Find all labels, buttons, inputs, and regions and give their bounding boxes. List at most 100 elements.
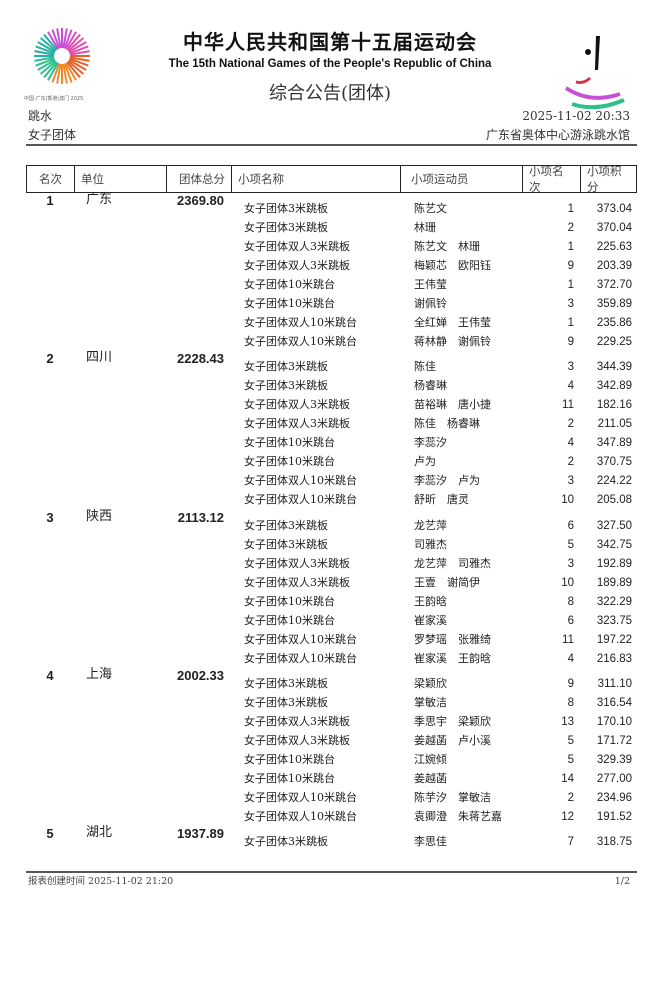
team-total: 2113.12 bbox=[177, 509, 224, 525]
logo-ray bbox=[34, 56, 55, 62]
logo-ray bbox=[35, 45, 55, 55]
event-rank: 11 bbox=[562, 399, 574, 412]
event-athletes: 梅颖芯 欧阳钰 bbox=[414, 259, 491, 272]
event-points: 235.86 bbox=[596, 317, 632, 329]
event-name: 女子团体双人10米跳台 bbox=[244, 316, 357, 329]
event-points: 359.89 bbox=[596, 298, 632, 310]
event-rank: 2 bbox=[567, 418, 574, 431]
logo-ray bbox=[37, 59, 56, 71]
logo-ray bbox=[43, 33, 58, 51]
event-rank: 2 bbox=[567, 456, 574, 469]
team-unit: 陕西 bbox=[86, 508, 113, 524]
table-row: 女子团体10米跳台 江婉倾 5 329.39 bbox=[26, 750, 637, 769]
event-points: 197.22 bbox=[596, 633, 632, 646]
event-name: 女子团体3米跳板 bbox=[244, 695, 328, 709]
table-row: 女子团体3米跳板 林珊 2 370.04 bbox=[26, 218, 637, 237]
event-athletes: 李蕊汐 卢为 bbox=[414, 474, 480, 488]
event-name: 女子团体双人3米跳板 bbox=[244, 417, 350, 431]
logo-ray bbox=[67, 60, 85, 75]
event-rank: 6 bbox=[567, 614, 574, 627]
table-row: 女子团体双人10米跳台 李蕊汐 卢为 3 224.22 bbox=[26, 471, 637, 490]
event-rank: 1 bbox=[567, 279, 574, 291]
report-created-time: 报表创建时间 2025-11-02 21:20 bbox=[28, 876, 174, 887]
header-divider bbox=[26, 144, 637, 146]
event-athletes: 林珊 bbox=[414, 221, 436, 234]
event-rank: 8 bbox=[567, 696, 574, 709]
logo-ray bbox=[65, 31, 77, 50]
table-row: 女子团体双人3米跳板 季思宇 梁颖欣 13 170.10 bbox=[26, 712, 637, 731]
event-athletes: 全红婵 王伟莹 bbox=[414, 316, 491, 329]
event-athletes: 崔家溪 王韵晗 bbox=[414, 651, 491, 665]
event-rank: 2 bbox=[567, 791, 574, 804]
event-rank: 3 bbox=[567, 475, 574, 488]
footer-divider bbox=[26, 871, 637, 873]
table-row: 女子团体3米跳板 梁颖欣 9 311.10 bbox=[26, 674, 637, 693]
table-row: 女子团体双人10米跳台 袁卿澄 朱蒋艺嘉 12 191.52 bbox=[26, 807, 637, 826]
table-row: 女子团体双人3米跳板 龙艺萍 司雅杰 3 192.89 bbox=[26, 554, 637, 573]
event-athletes: 谢佩铃 bbox=[414, 297, 447, 310]
table-row: 女子团体双人3米跳板 陈佳 杨睿琳 2 211.05 bbox=[26, 414, 637, 433]
logo-ray bbox=[66, 61, 81, 79]
event-name: 女子团体双人3米跳板 bbox=[244, 259, 350, 272]
event-points: 370.04 bbox=[596, 222, 632, 234]
team-rank: 5 bbox=[46, 826, 54, 842]
logo-ray bbox=[56, 28, 62, 49]
event-name: 女子团体10米跳台 bbox=[244, 613, 335, 627]
col-event-rank: 小项名次 bbox=[523, 164, 581, 194]
event-name: 女子团体双人10米跳台 bbox=[244, 632, 357, 646]
event-athletes: 王壹 谢简伊 bbox=[414, 575, 480, 589]
logo-ray bbox=[68, 41, 87, 53]
event-name: 女子团体3米跳板 bbox=[244, 221, 328, 234]
logo-ray bbox=[63, 63, 73, 83]
event-points: 192.89 bbox=[596, 557, 632, 570]
event-points: 229.25 bbox=[596, 336, 632, 348]
event-name: 女子团体3米跳板 bbox=[244, 202, 328, 215]
event-name: 女子团体3米跳板 bbox=[244, 360, 328, 374]
col-unit: 单位 bbox=[75, 166, 167, 192]
logo-text: 中国·广东|香港|澳门 2025 bbox=[24, 95, 83, 102]
team-total: 1937.89 bbox=[177, 826, 224, 842]
event-rank: 3 bbox=[567, 557, 574, 570]
col-total: 团体总分 bbox=[167, 166, 232, 192]
event-athletes: 江婉倾 bbox=[414, 752, 447, 766]
event-rank: 4 bbox=[567, 437, 574, 450]
event-rank: 8 bbox=[567, 595, 574, 608]
venue-label: 广东省奥体中心游泳跳水馆 bbox=[485, 128, 630, 142]
event-name: 女子团体双人10米跳台 bbox=[244, 474, 357, 488]
logo-ray bbox=[65, 62, 77, 81]
event-name: 女子团体双人3米跳板 bbox=[244, 240, 350, 253]
event-name: 女子团体双人10米跳台 bbox=[244, 493, 357, 507]
event-rank: 4 bbox=[567, 652, 574, 665]
col-points: 小项积分 bbox=[587, 164, 622, 194]
table-row: 女子团体双人3米跳板 苗裕琳 唐小捷 11 182.16 bbox=[26, 395, 637, 414]
event-athletes: 司雅杰 bbox=[414, 537, 447, 551]
event-athletes: 卢为 bbox=[414, 455, 436, 469]
event-rank: 13 bbox=[561, 715, 574, 728]
event-points: 342.75 bbox=[596, 538, 632, 551]
table-row: 女子团体双人10米跳台 陈芋汐 掌敏洁 2 234.96 bbox=[26, 788, 637, 807]
event-name: 女子团体双人3米跳板 bbox=[244, 575, 350, 589]
event-name: 女子团体双人3米跳板 bbox=[244, 556, 350, 570]
event-athletes: 陈艺文 bbox=[414, 202, 447, 215]
event-rank: 1 bbox=[567, 317, 574, 329]
table-row: 女子团体双人10米跳台 罗梦瑶 张雅绮 11 197.22 bbox=[26, 630, 637, 649]
event-athletes: 梁颖欣 bbox=[414, 676, 447, 690]
event-name: 女子团体10米跳台 bbox=[244, 278, 335, 291]
table-row: 女子团体双人3米跳板 陈艺文 林珊 1 225.63 bbox=[26, 237, 637, 256]
event-points: 344.39 bbox=[596, 361, 632, 374]
event-athletes: 崔家溪 bbox=[414, 613, 447, 627]
event-athletes: 陈佳 bbox=[414, 360, 436, 374]
event-points: 322.29 bbox=[596, 595, 632, 608]
event-points: 191.52 bbox=[596, 810, 632, 823]
team-total: 2228.43 bbox=[177, 351, 224, 367]
event-name: 女子团体双人10米跳台 bbox=[244, 809, 357, 823]
logo-ray bbox=[56, 63, 62, 84]
event-points: 311.10 bbox=[597, 677, 632, 690]
event-rank: 1 bbox=[567, 203, 574, 215]
event-points: 203.39 bbox=[596, 260, 632, 272]
team-rank: 4 bbox=[46, 667, 54, 683]
event-rank: 10 bbox=[561, 576, 574, 589]
event-rank: 12 bbox=[561, 810, 574, 823]
event-points: 323.75 bbox=[596, 614, 632, 627]
event-name: 女子团体10米跳台 bbox=[244, 594, 335, 608]
